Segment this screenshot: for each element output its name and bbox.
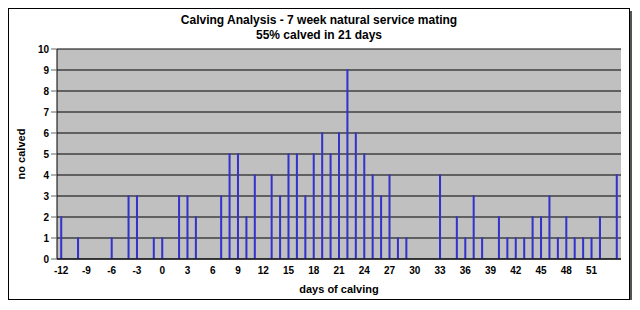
svg-text:15: 15	[283, 265, 295, 276]
svg-text:5: 5	[43, 149, 49, 160]
svg-text:3: 3	[43, 191, 49, 202]
svg-text:0: 0	[43, 254, 49, 265]
svg-text:9: 9	[235, 265, 241, 276]
svg-text:-3: -3	[133, 265, 142, 276]
svg-text:27: 27	[384, 265, 396, 276]
svg-text:0: 0	[159, 265, 165, 276]
svg-text:48: 48	[561, 265, 573, 276]
svg-text:51: 51	[586, 265, 598, 276]
svg-text:4: 4	[43, 170, 49, 181]
svg-text:45: 45	[535, 265, 547, 276]
svg-text:2: 2	[43, 212, 49, 223]
html-text:Calving Analysis - 7 week natu: Calving Analysis - 7 week natural servic…	[180, 13, 458, 27]
svg-text:6: 6	[210, 265, 216, 276]
svg-text:8: 8	[43, 86, 49, 97]
svg-text:21: 21	[333, 265, 345, 276]
svg-text:30: 30	[409, 265, 421, 276]
svg-text:10: 10	[38, 44, 50, 55]
svg-text:36: 36	[460, 265, 472, 276]
svg-text:1: 1	[43, 233, 49, 244]
svg-text:-12: -12	[54, 265, 69, 276]
svg-text:39: 39	[485, 265, 497, 276]
svg-text:-6: -6	[107, 265, 116, 276]
svg-text:days of calving: days of calving	[299, 283, 378, 295]
svg-text:18: 18	[308, 265, 320, 276]
svg-text:no calved: no calved	[15, 129, 27, 180]
svg-text:24: 24	[359, 265, 371, 276]
svg-text:3: 3	[185, 265, 191, 276]
svg-text:-9: -9	[82, 265, 91, 276]
svg-text:6: 6	[43, 128, 49, 139]
svg-text:33: 33	[434, 265, 446, 276]
svg-text:9: 9	[43, 65, 49, 76]
svg-text:7: 7	[43, 107, 49, 118]
html-text:55% calved in 21 days: 55% calved in 21 days	[256, 28, 382, 42]
svg-text:42: 42	[510, 265, 522, 276]
svg-text:12: 12	[258, 265, 270, 276]
